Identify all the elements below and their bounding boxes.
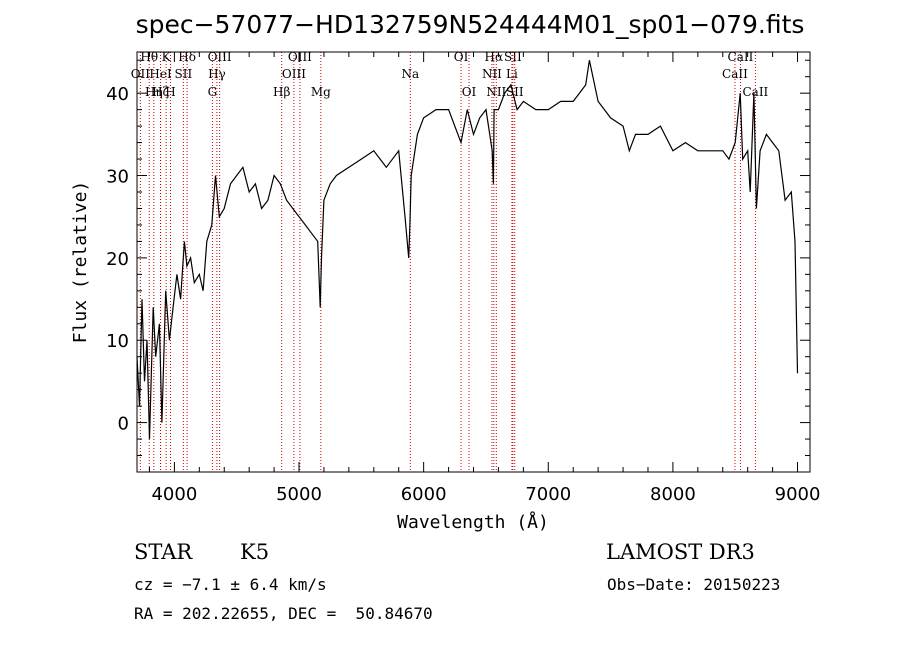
line-marker-label: NII (486, 85, 506, 99)
spectrum-line-spectrum (136, 60, 799, 440)
line-marker-label: H (165, 85, 175, 99)
x-tick-label: 8000 (650, 484, 696, 505)
line-marker-label: NII (482, 67, 502, 81)
coordinates: RA = 202.22655, DEC = 50.84670 (134, 604, 433, 623)
x-tick-label: 6000 (401, 484, 447, 505)
line-marker-label: SII (506, 85, 524, 99)
line-marker-label: Hδ (178, 50, 196, 64)
x-axis-ticks: 4000 5000 6000 7000 8000 9000 (148, 52, 821, 505)
line-marker-label: OIII (282, 67, 306, 81)
line-marker-label: SII (504, 50, 522, 64)
x-tick-label: 9000 (775, 484, 821, 505)
line-marker-label: OI (462, 85, 477, 99)
y-tick-label: 0 (118, 414, 129, 435)
y-axis-ticks: 0 10 20 30 40 (106, 59, 810, 457)
line-marker-label: OIII (288, 50, 312, 64)
line-marker-label: OI (454, 50, 469, 64)
subclass: K5 (240, 540, 270, 564)
line-marker-label: Hζ (152, 85, 169, 99)
line-marker-label: Mg (311, 85, 331, 99)
chart-title: spec−57077−HD132759N524444M01_sp01−079.f… (136, 10, 805, 39)
line-marker-label: G (208, 85, 218, 99)
x-tick-label: 4000 (151, 484, 197, 505)
line-marker-label: Na (401, 67, 419, 81)
line-marker-label: Hβ (273, 85, 290, 99)
spectrum-series (136, 60, 799, 440)
line-marker-label: SII (175, 67, 193, 81)
line-marker-label: OII (131, 67, 151, 81)
line-marker-label: CaII (728, 50, 754, 64)
line-marker-label: CaII (722, 67, 748, 81)
object-type: STAR (134, 540, 193, 564)
line-marker-label: CaII (742, 85, 768, 99)
y-tick-label: 30 (106, 167, 129, 188)
x-tick-label: 7000 (525, 484, 571, 505)
y-axis-label: Flux (relative) (70, 181, 91, 344)
redshift-velocity: cz = −7.1 ± 6.4 km/s (134, 575, 327, 594)
line-marker-label: K (162, 50, 172, 64)
plot-frame (136, 51, 811, 473)
x-axis-label: Wavelength (Å) (397, 511, 549, 533)
line-marker-label: Hη (145, 85, 163, 99)
y-tick-label: 40 (106, 84, 129, 105)
line-marker-label: OIII (208, 50, 232, 64)
obs-date: Obs−Date: 20150223 (607, 575, 781, 594)
y-tick-label: 10 (106, 331, 129, 352)
x-tick-label: 5000 (276, 484, 322, 505)
survey-name: LAMOST DR3 (606, 540, 755, 564)
line-marker-label: Hγ (208, 67, 226, 81)
line-marker-label: Li (506, 67, 518, 81)
y-tick-label: 20 (106, 249, 129, 270)
